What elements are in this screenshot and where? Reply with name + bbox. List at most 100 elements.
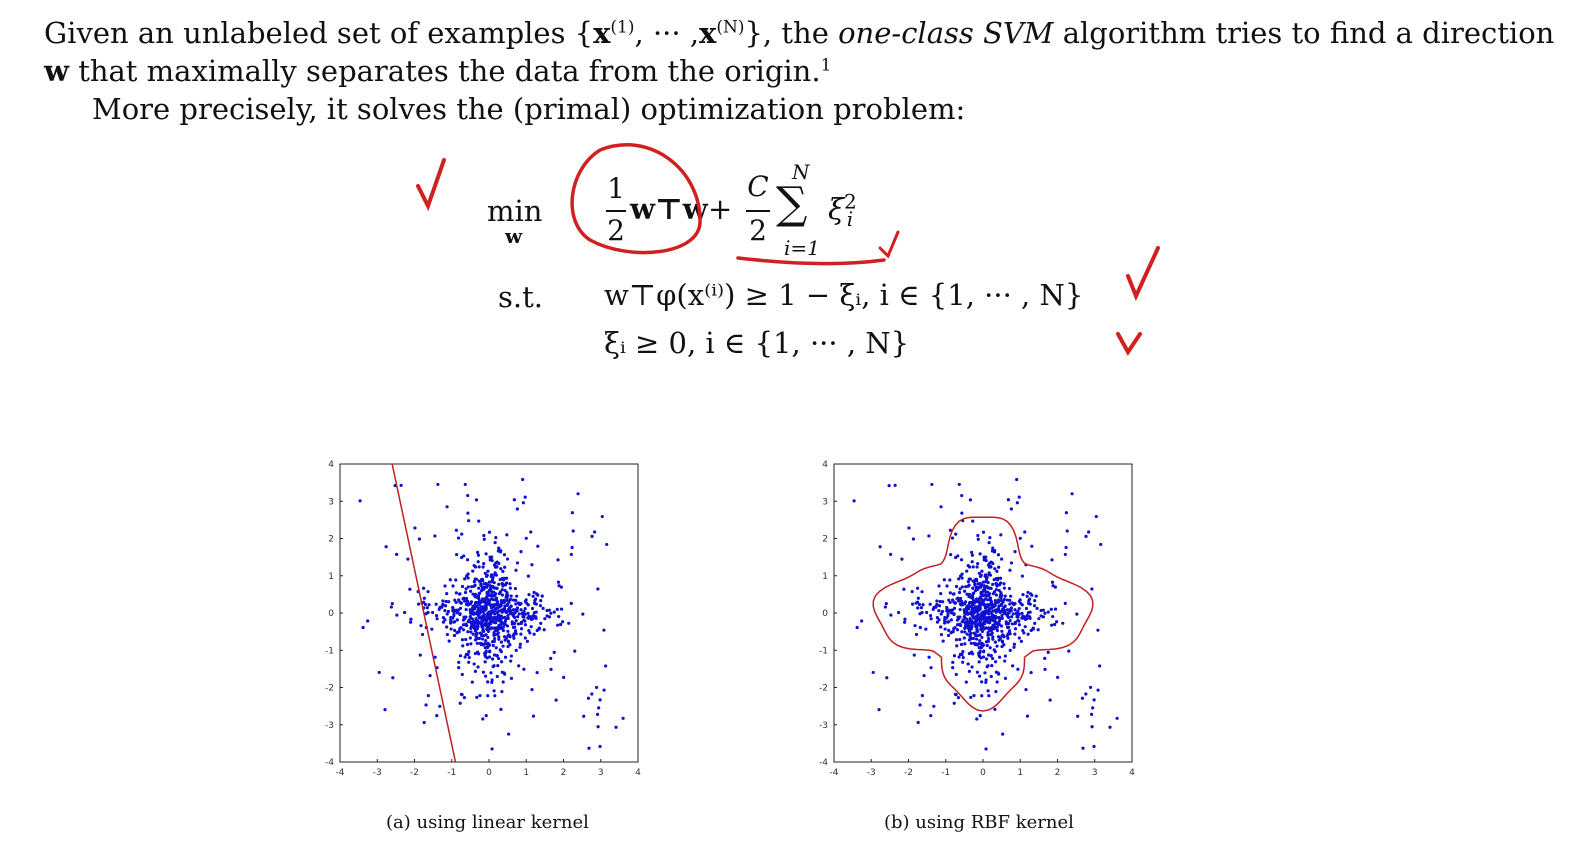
data-point: [529, 625, 533, 629]
data-point: [964, 612, 968, 616]
data-point: [468, 615, 472, 619]
data-point: [445, 591, 449, 596]
data-point: [991, 656, 995, 661]
data-point: [480, 637, 485, 641]
data-point: [483, 608, 487, 612]
data-point: [516, 622, 521, 626]
data-point: [1006, 636, 1010, 640]
plot-rbf-kernel: -4 -3 -2 -1 0 1 2 3 4 4 3 2 1 0 -1 -2 -3 -4: [819, 460, 1135, 778]
x-tick-label: 4: [1129, 768, 1135, 778]
data-point: [957, 599, 961, 603]
data-point: [1008, 602, 1012, 606]
data-point: [482, 561, 486, 566]
data-point: [476, 665, 480, 669]
x-tick-label: -1: [447, 768, 456, 778]
data-point: [519, 602, 523, 606]
data-point: [391, 676, 395, 680]
data-point: [918, 703, 922, 707]
data-point: [1020, 616, 1024, 620]
data-point: [486, 680, 490, 684]
y-tick-label: 2: [328, 535, 334, 545]
y-tick-label: -4: [325, 758, 334, 768]
data-point: [951, 660, 955, 664]
data-point: [502, 553, 507, 557]
data-point: [499, 640, 504, 644]
data-point: [463, 655, 467, 659]
data-point: [481, 597, 485, 601]
data-point: [1006, 632, 1010, 636]
y-tick-label: -3: [819, 721, 828, 731]
data-point: [960, 511, 964, 515]
data-point: [960, 585, 964, 589]
data-point: [978, 651, 982, 655]
data-point: [1007, 608, 1012, 612]
data-point: [963, 626, 967, 631]
data-point: [477, 519, 481, 523]
data-point: [523, 623, 528, 627]
data-point: [966, 662, 970, 666]
data-point: [1091, 706, 1095, 710]
data-point: [515, 507, 519, 511]
data-point: [557, 614, 561, 619]
data-point: [621, 716, 625, 720]
fraction-numerator: 1: [607, 172, 625, 205]
data-point: [494, 596, 499, 600]
data-point: [1010, 615, 1014, 619]
data-point: [534, 597, 538, 601]
data-point: [948, 578, 952, 582]
data-point: [1023, 625, 1027, 629]
data-point: [883, 605, 887, 609]
data-point: [985, 643, 989, 648]
data-point: [959, 603, 963, 607]
data-point: [960, 652, 964, 657]
data-point: [1039, 608, 1043, 613]
data-point: [475, 623, 479, 628]
data-point: [519, 632, 523, 636]
data-point: [966, 563, 970, 568]
min-subscript: w: [505, 224, 523, 248]
data-point: [438, 704, 442, 708]
c-fraction-bar: [746, 210, 770, 212]
data-point: [500, 689, 504, 694]
data-point: [974, 637, 979, 641]
data-point: [473, 603, 477, 608]
data-point: [498, 590, 503, 594]
data-point: [571, 529, 575, 533]
data-point: [987, 608, 991, 613]
data-point: [452, 613, 456, 618]
data-point: [939, 591, 943, 596]
data-point: [597, 706, 601, 710]
data-point: [1025, 714, 1030, 718]
data-point: [1002, 582, 1006, 586]
data-point: [503, 638, 507, 642]
data-point: [860, 619, 864, 623]
data-point: [1065, 529, 1069, 533]
data-point: [445, 612, 449, 616]
data-point: [992, 590, 997, 594]
data-point: [468, 636, 472, 640]
data-point: [455, 552, 459, 557]
data-point: [951, 629, 955, 634]
data-point: [1005, 625, 1010, 629]
data-point: [570, 545, 574, 550]
data-point: [982, 614, 986, 618]
data-point: [955, 628, 960, 632]
data-point: [1011, 664, 1015, 668]
data-point: [463, 599, 467, 603]
fraction-bar: [606, 210, 626, 212]
data-point: [526, 574, 530, 578]
data-point: [1084, 534, 1088, 538]
data-point: [956, 695, 961, 700]
data-point: [983, 671, 987, 675]
data-point: [963, 630, 967, 634]
data-point: [973, 589, 978, 593]
data-point: [455, 611, 460, 615]
data-point: [963, 642, 967, 646]
data-point: [960, 630, 964, 634]
data-point: [443, 609, 447, 613]
data-point: [945, 605, 949, 610]
data-point: [454, 528, 458, 532]
data-point: [489, 597, 493, 601]
data-point: [510, 620, 514, 624]
data-point: [994, 593, 998, 597]
